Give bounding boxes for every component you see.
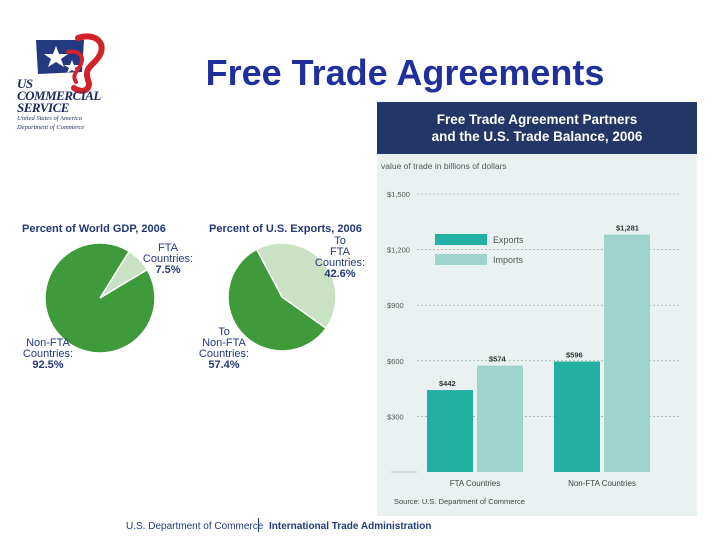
pie2-slice-fta [255,242,337,330]
legend-swatch [435,234,487,245]
y-tick-label: $900 [387,301,404,310]
y-tick-label: $600 [387,357,404,366]
x-category-label: FTA Countries [450,479,501,488]
pie1-fta-value: 7.5% [155,264,181,276]
pie2-nonfta-label-line-2: Non-FTA [202,337,246,349]
slide-title: Free Trade Agreements [205,52,605,93]
legend-label: Exports [493,235,524,245]
pie2-fta-value: 42.6% [324,268,356,280]
pie2-nonfta-value: 57.4% [208,359,240,371]
bar-imports-0 [477,365,523,472]
y-tick-label: $1,500 [387,190,410,199]
x-category-label: Non-FTA Countries [568,479,636,488]
pie1-title: Percent of World GDP, 2006 [22,223,166,235]
bar-value-label: $1,281 [616,224,639,233]
bar-value-label: $596 [566,351,583,360]
pie2-fta-label-line-2: FTA [330,246,350,258]
pie2-fta-label-line-1: To [334,235,346,247]
bar-value-label: $574 [489,355,507,364]
bar-chart-header: Free Trade Agreement Partners and the U.… [377,102,697,154]
bar-chart-title-line-1: Free Trade Agreement Partners [436,112,638,127]
pie2-nonfta-label: To Non-FTA Countries: 57.4% [194,327,254,371]
pie1-fta-label-line-1: FTA [158,242,178,254]
bar-chart-title-line-2: and the U.S. Trade Balance, 2006 [431,129,643,144]
bar-chart-subtitle: value of trade in billions of dollars [381,161,507,171]
bar-imports-1 [604,234,650,472]
pie2-fta-label-line-3: Countries: [314,257,366,269]
y-tick-label: $1,200 [387,246,410,255]
y-tick-label: $300 [387,412,404,421]
pie1-nonfta-label: Non-FTA Countries: 92.5% [16,338,80,371]
bar-chart-source: Source: U.S. Department of Commerce [394,497,525,506]
bar-chart-trade-balance: value of trade in billions of dollars $30… [381,161,681,506]
pie1-slice-nonfta [44,242,156,354]
pie1-fta-label-line-2: Countries: [142,253,194,265]
logo-line-5: Department of Commerce [17,123,85,131]
legend-label: Imports [493,255,524,265]
bar-exports-0 [427,390,473,472]
pie1-nonfta-value: 92.5% [32,359,64,371]
bar-value-label: $442 [439,379,456,388]
logo-text: US COMMERCIAL SERVICE United States of A… [17,76,101,131]
pie1-fta-label: FTA Countries: 7.5% [140,243,196,276]
pie-chart-world-gdp [44,242,156,354]
footer-divider [258,518,259,532]
pie2-slice-nonfta [227,248,328,352]
pie2-title: Percent of U.S. Exports, 2006 [209,223,362,235]
pie2-fta-label: To FTA Countries: 42.6% [312,236,368,280]
us-commercial-service-logo [36,33,105,94]
pie2-nonfta-label-line-3: Countries: [198,348,250,360]
pie1-nonfta-label-line-2: Countries: [22,348,74,360]
footer-ita: International Trade Administration [269,521,432,532]
logo-line-2: COMMERCIAL [17,87,101,103]
pie-chart-us-exports [227,242,337,352]
pie1-nonfta-label-line-1: Non-FTA [26,337,70,349]
logo-line-4: United States of America [17,114,83,122]
logo-line-3: SERVICE [17,99,69,115]
footer-department: U.S. Department of Commerce [126,521,264,532]
bar-exports-1 [554,361,600,472]
legend-swatch [435,254,487,265]
logo-line-1: US [17,76,33,91]
pie2-nonfta-label-line-1: To [218,326,230,338]
